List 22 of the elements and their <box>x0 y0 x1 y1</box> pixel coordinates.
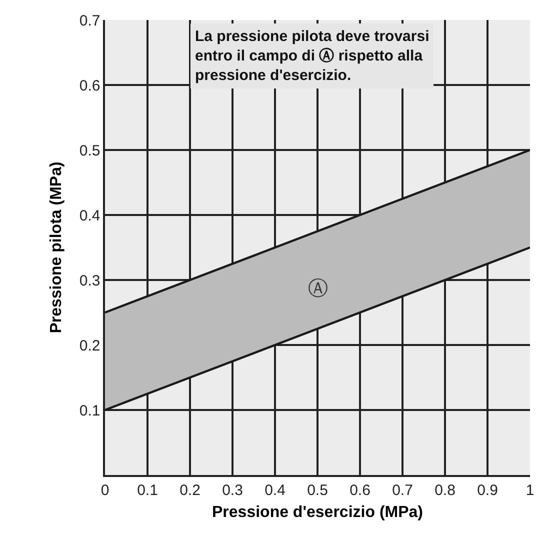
x-tick-label: 0.9 <box>477 482 498 499</box>
y-tick-label: 0.2 <box>79 337 100 354</box>
x-tick-label: 0.3 <box>222 482 243 499</box>
y-tick-label: 0.7 <box>79 12 100 30</box>
y-tick-label: 0.4 <box>79 207 100 224</box>
y-tick-label: 0.3 <box>79 272 100 290</box>
x-tick-label: 0.2 <box>180 482 200 499</box>
x-tick-label: 0 <box>100 482 110 499</box>
x-tick-label: 1 <box>526 482 534 499</box>
annotation: La pressione pilota deve trovarsi entro il campo di Ⓐ rispetto alla pressione d'esercizio. <box>195 28 430 84</box>
y-tick-label: 0.5 <box>79 142 100 160</box>
x-tick-label: 0.8 <box>434 482 456 499</box>
x-tick-label: 0.6 <box>350 482 370 499</box>
x-tick-label: 0.4 <box>264 482 286 499</box>
x-tick-label: 0.1 <box>137 482 158 499</box>
x-axis-title: Pressione d'esercizio (MPa) <box>212 504 423 521</box>
y-tick-label: 0.1 <box>79 402 100 420</box>
x-tick-label: 0.7 <box>392 482 413 499</box>
annotation: Ⓐ <box>308 276 328 300</box>
x-tick-label: 0.5 <box>307 482 328 499</box>
y-axis-title: Pressione pilota (MPa) <box>48 162 65 334</box>
y-tick-label: 0.6 <box>79 77 100 94</box>
